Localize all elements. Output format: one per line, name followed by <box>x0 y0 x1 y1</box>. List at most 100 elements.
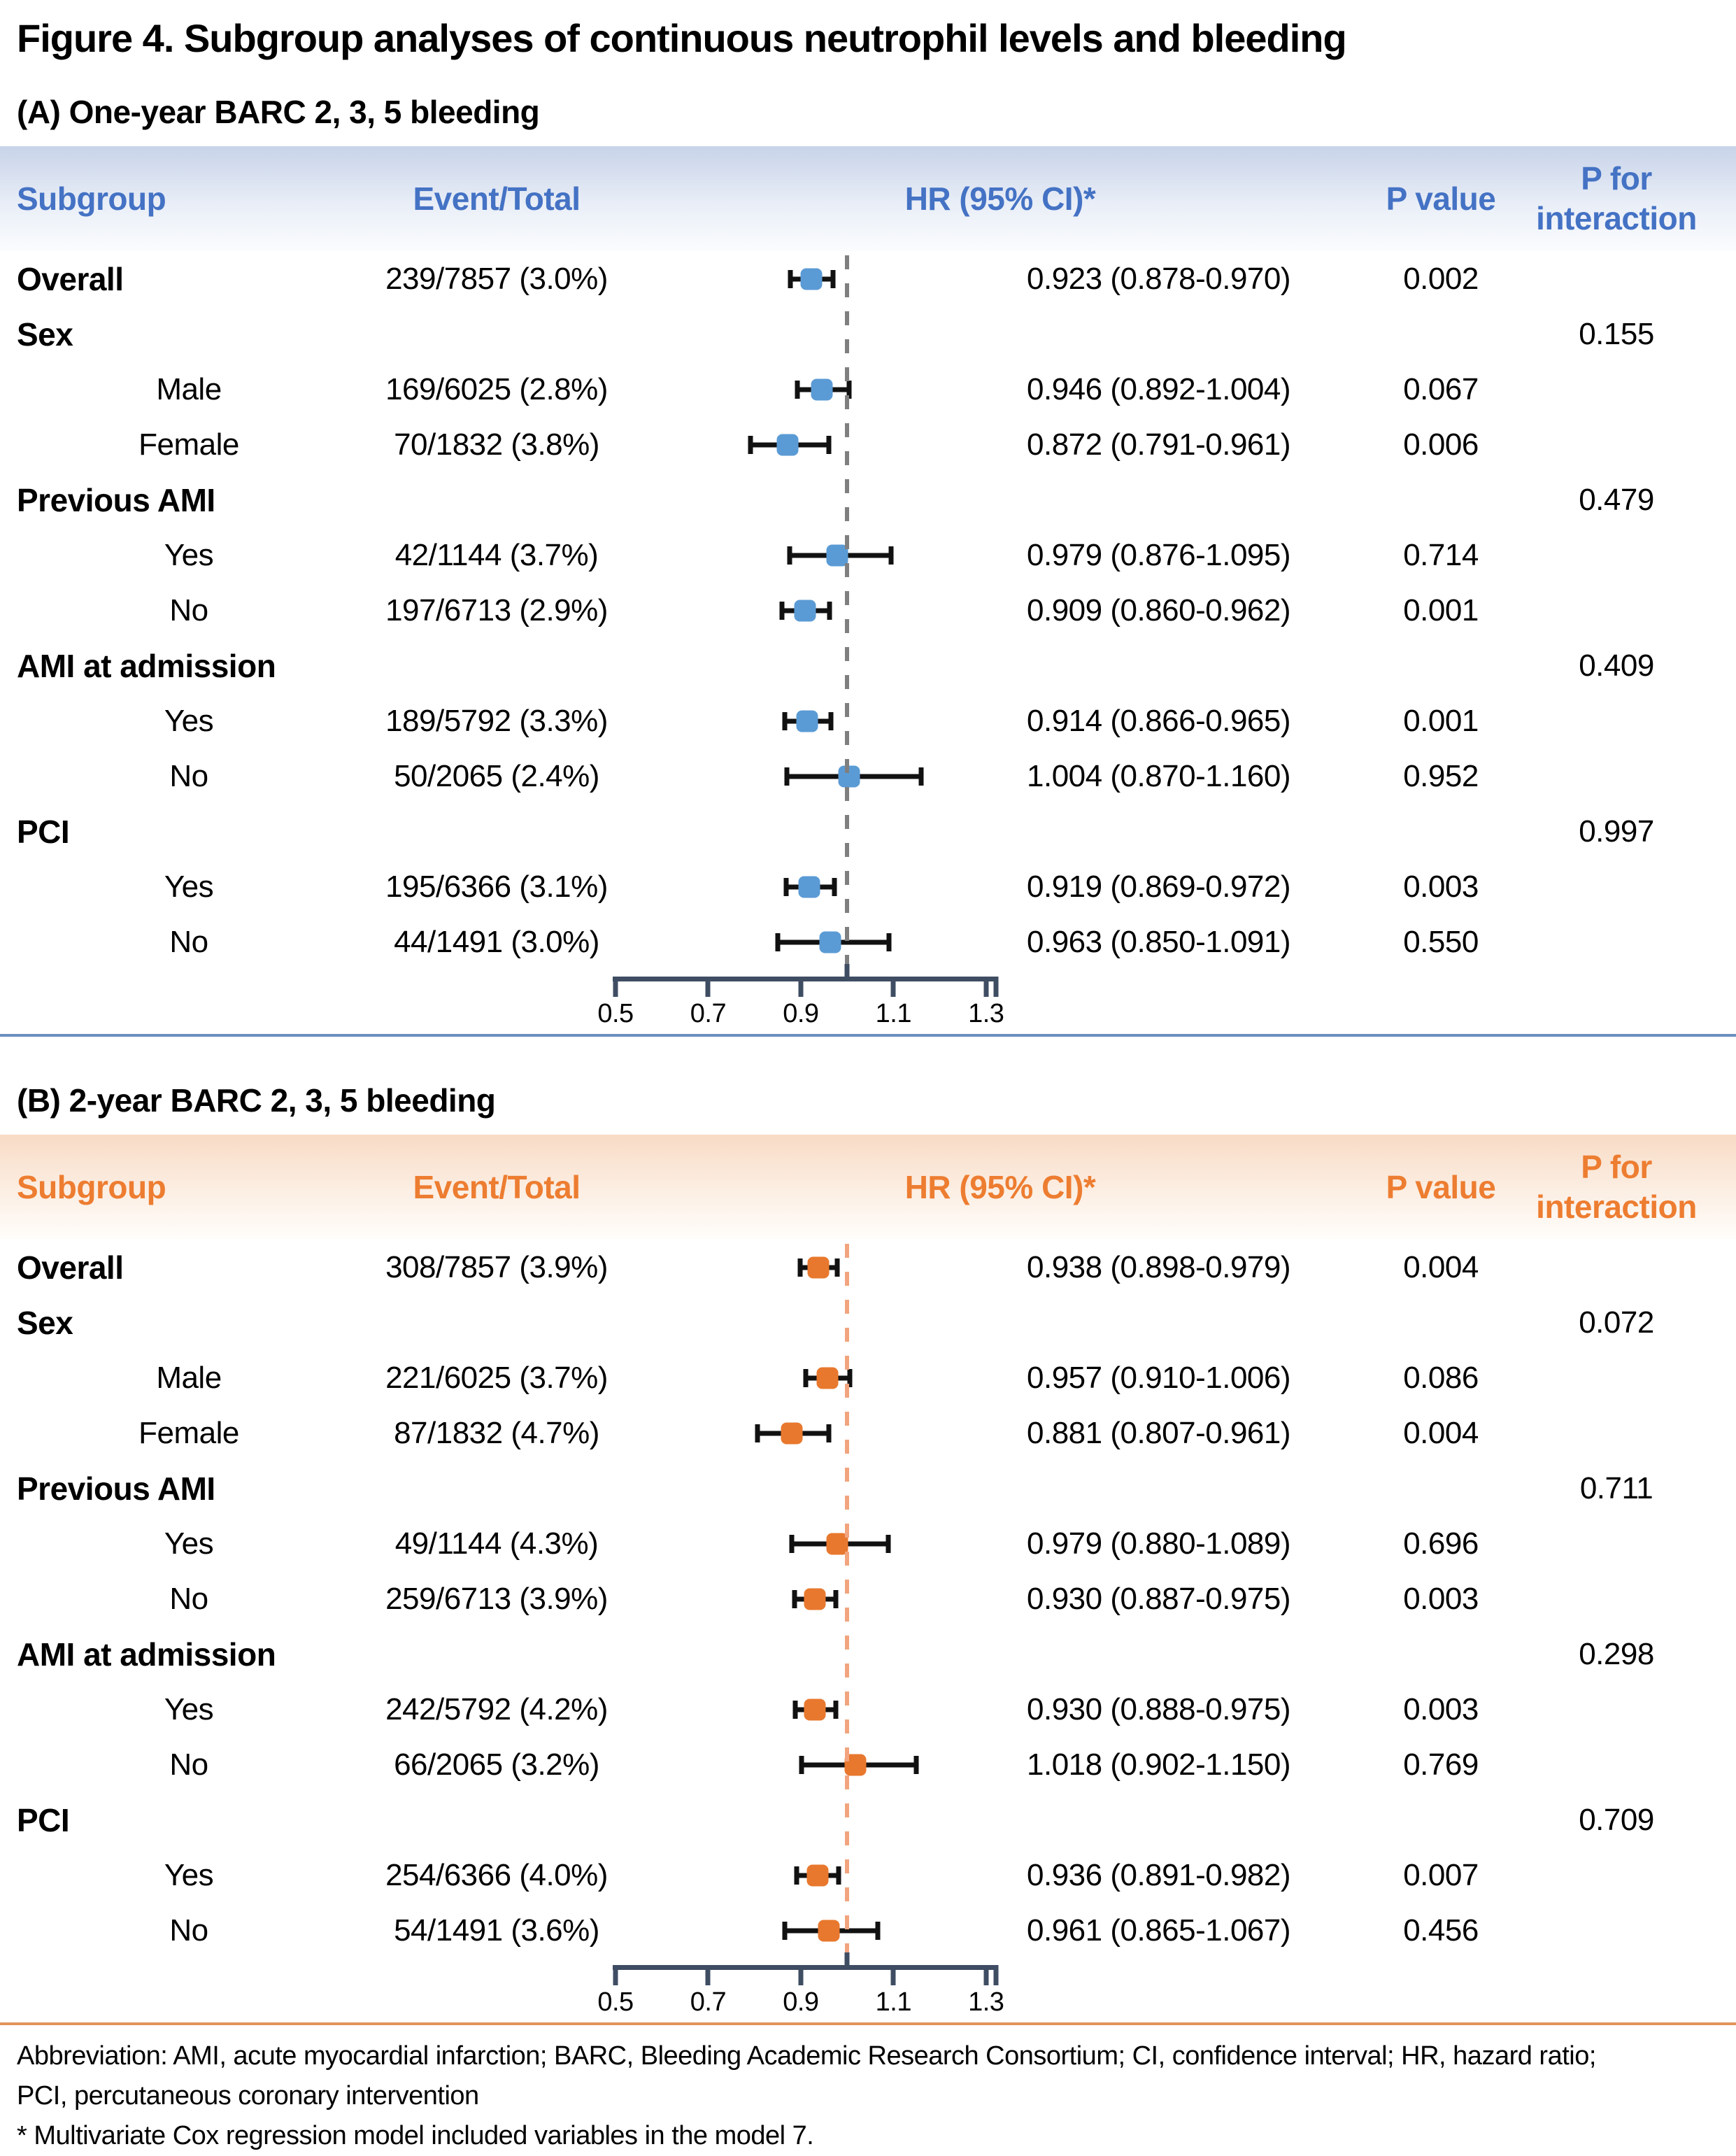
x-axis-tick-label: 1.1 <box>875 999 912 1028</box>
p-value: 0.004 <box>1403 1249 1479 1284</box>
p-value: 0.550 <box>1403 924 1479 959</box>
ci-cap-low <box>803 1368 808 1387</box>
hr-marker <box>800 268 823 290</box>
subgroup-label: PCI <box>17 813 70 850</box>
forest-plot-cell <box>616 914 1007 970</box>
p-value: 0.067 <box>1403 371 1479 406</box>
x-axis-tick-label: 1.3 <box>968 1987 1004 2017</box>
subgroup-label: Sex <box>17 1304 73 1341</box>
ci-cap-high <box>832 877 837 896</box>
subgroup-label: Yes <box>164 703 214 738</box>
column-header-hr-ci: HR (95% CI)* <box>904 1169 1096 1205</box>
forest-plot-cell <box>616 1516 1007 1571</box>
subgroup-label: Previous AMI <box>17 481 215 518</box>
event-total-value: 259/6713 (3.9%) <box>385 1581 608 1616</box>
p-value: 0.006 <box>1403 427 1479 462</box>
p-value: 0.004 <box>1403 1415 1479 1450</box>
event-total-value: 50/2065 (2.4%) <box>394 758 599 793</box>
hr-ci-value: 0.930 (0.887-0.975) <box>1027 1581 1291 1616</box>
subgroup-label: Male <box>156 371 222 406</box>
forest-plot-cell <box>616 472 1007 527</box>
forest-plot-cell <box>616 1792 1007 1848</box>
hr-ci-value: 0.979 (0.876-1.095) <box>1027 537 1291 572</box>
forest-row: Sex 0.072 <box>0 1295 1736 1350</box>
column-header-p-value: P value <box>1386 1169 1496 1205</box>
subgroup-label: AMI at admission <box>17 1636 276 1673</box>
forest-row: Yes 254/6366 (4.0%) 0.936 (0.891-0.982) … <box>0 1848 1736 1903</box>
column-header-p-value: P value <box>1386 180 1496 217</box>
forest-plot-cell <box>616 1295 1007 1350</box>
p-value: 0.001 <box>1403 593 1479 627</box>
panel-a: (A) One-year BARC 2, 3, 5 bleeding Subgr… <box>0 93 1736 1037</box>
hr-ci-value: 0.938 (0.898-0.979) <box>1027 1249 1291 1284</box>
ci-cap-high <box>836 1866 841 1885</box>
forest-plot-cell <box>616 1461 1007 1516</box>
forest-row: No 44/1491 (3.0%) 0.963 (0.850-1.091) 0.… <box>0 914 1736 970</box>
x-axis-tick <box>890 1965 896 1985</box>
panel-b-forest-rows: Overall 308/7857 (3.9%) 0.938 (0.898-0.9… <box>0 1240 1736 1958</box>
p-interaction-value: 0.409 <box>1579 648 1654 683</box>
forest-plot-cell <box>616 527 1007 583</box>
p-value: 0.456 <box>1403 1913 1479 1948</box>
ci-cap-low <box>782 1921 788 1940</box>
hr-marker <box>794 600 816 621</box>
x-axis-end-cap <box>993 1965 999 1985</box>
hr-marker <box>818 1920 840 1941</box>
ci-cap-high <box>918 767 924 786</box>
hr-ci-value: 0.923 (0.878-0.970) <box>1027 261 1291 296</box>
reference-line-hr-1 <box>845 255 850 970</box>
x-axis-tick <box>798 1965 804 1985</box>
subgroup-label: Overall <box>17 260 124 297</box>
forest-row: No 54/1491 (3.6%) 0.961 (0.865-1.067) 0.… <box>0 1903 1736 1958</box>
subgroup-label: Yes <box>164 1857 214 1892</box>
panel-b-column-header: Subgroup Event/Total HR (95% CI)* P valu… <box>0 1135 1736 1240</box>
forest-plot-cell <box>616 859 1007 914</box>
hr-ci-value: 0.909 (0.860-0.962) <box>1027 593 1291 627</box>
hr-ci-value: 0.919 (0.869-0.972) <box>1027 869 1291 904</box>
event-total-value: 169/6025 (2.8%) <box>385 371 608 406</box>
event-total-value: 254/6366 (4.0%) <box>385 1857 608 1892</box>
hr-marker <box>798 876 820 898</box>
footnote-abbreviations: Abbreviation: AMI, acute myocardial infa… <box>17 2041 1596 2071</box>
ci-cap-high <box>827 601 832 620</box>
forest-row: Yes 195/6366 (3.1%) 0.919 (0.869-0.972) … <box>0 859 1736 914</box>
forest-plot-cell <box>616 804 1007 859</box>
hr-ci-value: 0.936 (0.891-0.982) <box>1027 1857 1291 1892</box>
event-total-value: 239/7857 (3.0%) <box>385 261 608 296</box>
hr-marker <box>804 1698 826 1720</box>
forest-row: Male 221/6025 (3.7%) 0.957 (0.910-1.006)… <box>0 1350 1736 1405</box>
x-axis-tick-label: 0.5 <box>597 1987 634 2017</box>
forest-row: Overall 239/7857 (3.0%) 0.923 (0.878-0.9… <box>0 251 1736 306</box>
event-total-value: 242/5792 (4.2%) <box>385 1692 608 1726</box>
forest-plot-cell <box>616 306 1007 362</box>
forest-row: No 259/6713 (3.9%) 0.930 (0.887-0.975) 0… <box>0 1571 1736 1626</box>
ci-cap-high <box>834 1258 840 1277</box>
ci-cap-low <box>792 1589 797 1608</box>
forest-plot-cell <box>616 1626 1007 1682</box>
panel-b-title: (B) 2-year BARC 2, 3, 5 bleeding <box>17 1082 496 1119</box>
p-interaction-value: 0.711 <box>1579 1470 1653 1505</box>
subgroup-label: PCI <box>17 1801 70 1838</box>
forest-row: AMI at admission 0.409 <box>0 638 1736 693</box>
forest-row: Yes 189/5792 (3.3%) 0.914 (0.866-0.965) … <box>0 693 1736 749</box>
p-value: 0.696 <box>1403 1526 1479 1561</box>
hr-marker <box>804 1588 826 1610</box>
panel-b: (B) 2-year BARC 2, 3, 5 bleeding Subgrou… <box>0 1081 1736 2025</box>
forest-row: Previous AMI 0.479 <box>0 472 1736 527</box>
forest-row: No 66/2065 (3.2%) 1.018 (0.902-1.150) 0.… <box>0 1737 1736 1792</box>
figure-page: Figure 4. Subgroup analyses of continuou… <box>0 15 1736 2156</box>
hr-marker <box>826 1533 848 1554</box>
hr-marker <box>776 434 799 455</box>
subgroup-label: No <box>169 593 208 627</box>
x-axis-tick <box>613 977 618 997</box>
event-total-value: 195/6366 (3.1%) <box>385 869 608 904</box>
x-axis-tick <box>983 1965 989 1985</box>
hr-marker <box>826 544 848 566</box>
panel-a-forest-rows: Overall 239/7857 (3.0%) 0.923 (0.878-0.9… <box>0 251 1736 970</box>
ci-cap-low <box>792 1700 798 1719</box>
x-axis-tick <box>613 1965 618 1985</box>
subgroup-label: No <box>169 1747 208 1782</box>
hr-marker <box>806 1864 829 1886</box>
hr-ci-value: 0.930 (0.888-0.975) <box>1027 1692 1291 1726</box>
p-value: 0.003 <box>1403 1692 1479 1726</box>
